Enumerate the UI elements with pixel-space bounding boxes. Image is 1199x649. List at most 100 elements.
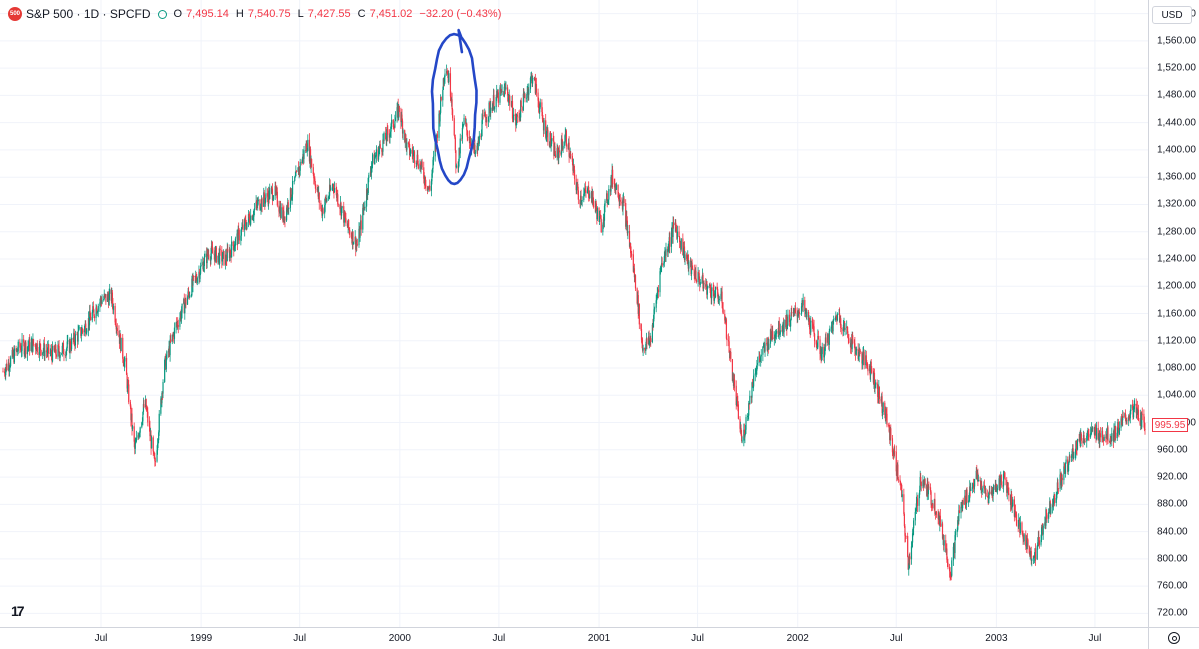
candle-body (903, 513, 906, 527)
symbol-title[interactable]: S&P 500 · 1D · SPCFD (26, 7, 151, 21)
candle-body (985, 492, 987, 497)
candle-body (179, 317, 181, 327)
candle-body (1124, 413, 1127, 418)
candle-body (421, 161, 423, 168)
price-axis[interactable]: 720.00 760.00 800.00 840.00 880.00 920.00 960.… (1148, 0, 1199, 627)
candle-body (589, 196, 591, 198)
candle-body (272, 195, 275, 200)
candle-body (595, 203, 597, 210)
candle-body (632, 254, 634, 272)
candle-body (1067, 464, 1069, 472)
candle-body (30, 342, 32, 351)
candle-body (82, 330, 84, 333)
candle-body (503, 86, 505, 97)
candle-body (592, 200, 595, 207)
candle-body (908, 556, 910, 569)
candle-body (166, 351, 168, 359)
candle-body (43, 343, 45, 357)
candle-body (800, 313, 802, 315)
axis-corner (1148, 627, 1199, 649)
candle-body (1069, 456, 1071, 458)
candle-body (320, 203, 322, 209)
candle-body (979, 480, 981, 482)
symbol-logo-icon[interactable]: 500 (8, 7, 22, 21)
candle-body (16, 349, 18, 352)
candle-body (808, 311, 810, 322)
candle-body (112, 305, 115, 311)
candle-body (760, 354, 762, 357)
candle-body (669, 237, 671, 247)
candle-body (371, 154, 374, 163)
candle-body (199, 266, 202, 274)
candle-body (203, 257, 206, 267)
candle-body (663, 263, 665, 266)
candle-body (830, 326, 833, 329)
candle-body (156, 450, 158, 462)
candle-body (1103, 436, 1105, 441)
time-axis[interactable]: Jul 1999 Jul 2000 Jul 2001 Jul 2002 Jul 2003 Jul (0, 627, 1148, 649)
candle-body (744, 434, 746, 438)
candle-body (1033, 556, 1036, 558)
candle-body (661, 263, 663, 266)
candle-body (171, 334, 173, 342)
gear-icon[interactable] (1168, 632, 1180, 644)
candle-body (968, 498, 970, 501)
candle-body (949, 571, 951, 575)
candle-body (149, 426, 151, 437)
candle-body (1029, 546, 1031, 555)
annotation-drawing[interactable] (430, 28, 478, 186)
candle-body (1052, 498, 1055, 505)
candle-body (701, 281, 703, 283)
candle-body (842, 324, 845, 332)
candle-body (717, 296, 719, 303)
candle-body (607, 202, 609, 204)
candle-body (266, 193, 269, 197)
candle-body (754, 373, 756, 376)
currency-button[interactable]: USD (1152, 6, 1192, 24)
candle-body (213, 253, 215, 256)
candle-body (381, 148, 383, 152)
price-chart[interactable] (0, 0, 1148, 627)
candle-body (735, 385, 737, 406)
chart-pane[interactable]: 500 S&P 500 · 1D · SPCFD O 7,495.14 H 7,54… (0, 0, 1148, 627)
candle-body (1071, 451, 1073, 457)
candle-body (19, 341, 21, 348)
tradingview-logo-icon[interactable]: 17 (11, 603, 25, 619)
candle-body (911, 533, 914, 543)
candle-body (813, 326, 815, 334)
hand-drawn-circle[interactable] (430, 28, 478, 186)
candle-body (628, 230, 631, 247)
candle-body (573, 164, 575, 170)
candle-body (215, 247, 217, 263)
candle-body (675, 227, 677, 230)
candle-body (462, 125, 464, 129)
candle-body (434, 142, 436, 157)
candle-body (432, 159, 434, 169)
candle-body (861, 351, 863, 364)
candle-body (32, 339, 35, 345)
candle-body (554, 146, 556, 155)
candle-body (27, 346, 30, 347)
candle-body (1045, 509, 1047, 526)
candle-body (846, 326, 848, 332)
candle-body (915, 510, 917, 512)
candle-body (103, 299, 105, 301)
candle-body (610, 176, 612, 192)
candle-body (1111, 433, 1113, 441)
candle-body (1021, 532, 1024, 534)
candle-body (57, 344, 59, 357)
market-status-icon[interactable] (157, 9, 167, 19)
candle-body (1048, 509, 1050, 512)
candle-body (440, 96, 442, 113)
candle-body (1091, 427, 1093, 433)
candle-body (501, 89, 503, 92)
candle-body (692, 268, 694, 270)
candle-body (223, 250, 225, 265)
candle-body (465, 117, 467, 124)
candle-body (622, 199, 624, 210)
candle-body (956, 529, 958, 533)
candle-body (787, 314, 789, 326)
low-value: 7,427.55 (307, 8, 351, 20)
candle-body (196, 277, 198, 283)
candle-body (455, 150, 457, 168)
